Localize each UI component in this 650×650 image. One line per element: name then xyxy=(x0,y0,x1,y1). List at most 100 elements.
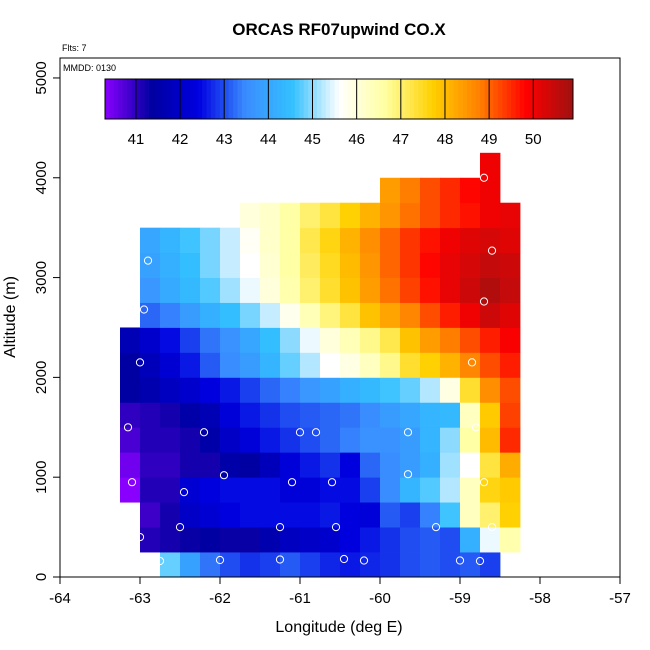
heatmap-cell xyxy=(360,527,381,553)
y-tick-label: 4000 xyxy=(33,161,50,194)
heatmap-cell xyxy=(360,227,381,254)
heatmap-cell xyxy=(240,202,261,229)
heatmap-cell xyxy=(260,227,281,254)
heatmap-cell xyxy=(380,327,401,353)
heatmap-cell xyxy=(380,227,401,254)
heatmap-cell xyxy=(500,302,521,328)
colorbar-segment xyxy=(334,79,340,119)
heatmap-cell xyxy=(420,327,441,353)
colorbar-segment xyxy=(400,79,406,119)
heatmap-cell xyxy=(320,452,341,478)
heatmap-cell xyxy=(140,302,161,328)
heatmap-cell xyxy=(200,252,221,278)
heatmap-cell xyxy=(180,277,201,303)
colorbar-segment xyxy=(215,79,221,119)
flight-point xyxy=(179,488,189,497)
heatmap-cell xyxy=(260,477,281,503)
heatmap-cell xyxy=(440,327,461,353)
colorbar-segment xyxy=(475,79,481,119)
heatmap-cell xyxy=(480,227,501,254)
heatmap-cell xyxy=(220,377,241,403)
flight-point xyxy=(135,532,145,542)
colorbar-segment xyxy=(286,79,291,119)
colorbar-segment xyxy=(321,79,327,119)
heatmap-cell xyxy=(200,477,221,503)
colorbar-segment xyxy=(113,79,119,119)
heatmap-cell xyxy=(180,377,201,403)
heatmap-cell xyxy=(140,502,161,528)
heatmap-cell xyxy=(300,227,321,254)
colorbar-segment xyxy=(550,79,556,119)
colorbar-segment xyxy=(502,79,508,119)
colorbar-segment xyxy=(149,79,155,119)
heatmap-cell xyxy=(380,502,401,528)
colorbar-segment xyxy=(462,79,468,119)
heatmap-cell xyxy=(180,552,201,578)
annotation-date: MMDD: 0130 xyxy=(63,63,116,73)
heatmap-cell xyxy=(260,302,281,328)
colorbar-frame xyxy=(104,78,574,120)
colorbar-segment xyxy=(520,79,525,119)
heatmap-cell xyxy=(480,527,501,553)
heatmap-cell xyxy=(120,452,141,478)
colorbar-segment xyxy=(528,79,534,119)
colorbar-segment xyxy=(303,79,309,119)
heatmap-cell xyxy=(460,427,481,453)
colorbar-segment xyxy=(219,79,225,119)
heatmap-cell xyxy=(300,527,321,553)
y-axis: 0 1000 2000 3000 4000 5000 xyxy=(33,61,60,581)
colorbar-segment xyxy=(339,79,344,119)
heatmap-cell xyxy=(460,502,481,528)
x-tick-label: -63 xyxy=(129,590,151,607)
heatmap-cell xyxy=(380,202,401,229)
heatmap-cell xyxy=(440,552,461,578)
heatmap-cell xyxy=(160,227,181,254)
colorbar-segment xyxy=(272,79,278,119)
colorbar-tick-label: 43 xyxy=(216,131,233,148)
colorbar-segment xyxy=(268,79,274,119)
heatmap-cell xyxy=(260,352,281,378)
heatmap-cell xyxy=(320,402,341,428)
heatmap-cell xyxy=(440,502,461,528)
heatmap-cell xyxy=(360,352,381,378)
heatmap-cell xyxy=(400,477,421,503)
heatmap-cell xyxy=(320,277,341,303)
heatmap-cell xyxy=(340,202,361,229)
heatmap-cell xyxy=(360,302,381,328)
heatmap-cell xyxy=(120,377,141,403)
colorbar-segment xyxy=(263,79,269,119)
heatmap-cell xyxy=(220,527,241,553)
heatmap-cell xyxy=(440,527,461,553)
heatmap-cell xyxy=(500,502,521,528)
heatmap-cell xyxy=(500,427,521,453)
heatmap-cell xyxy=(180,302,201,328)
heatmap-cell xyxy=(140,377,161,403)
colorbar-segment xyxy=(537,79,543,119)
x-axis-label: Longitude (deg E) xyxy=(275,619,402,636)
heatmap-cell xyxy=(480,402,501,428)
heatmap-cell xyxy=(500,527,521,553)
heatmap-cell xyxy=(380,452,401,478)
heatmap-cell xyxy=(500,252,521,278)
flight-point xyxy=(431,523,441,532)
flight-point xyxy=(155,556,165,566)
colorbar-segment xyxy=(180,79,185,119)
flight-point xyxy=(487,523,497,532)
heatmap-cell xyxy=(220,427,241,453)
heatmap-cell xyxy=(500,477,521,503)
colorbar-segment xyxy=(299,79,305,119)
heatmap-cell xyxy=(180,427,201,453)
heatmap-cell xyxy=(300,352,321,378)
heatmap-cell xyxy=(200,377,221,403)
heatmap-cell xyxy=(360,277,381,303)
annotation-flights: Flts: 7 xyxy=(62,43,87,53)
colorbar-segment xyxy=(511,79,517,119)
flight-point xyxy=(215,555,225,565)
heatmap-cell xyxy=(240,452,261,478)
colorbar-segment xyxy=(131,79,137,119)
heatmap-cell xyxy=(240,552,261,578)
heatmap-cell xyxy=(460,452,481,478)
heatmap-cell xyxy=(200,427,221,453)
heatmap-cell xyxy=(460,377,481,403)
colorbar-segment xyxy=(422,79,428,119)
